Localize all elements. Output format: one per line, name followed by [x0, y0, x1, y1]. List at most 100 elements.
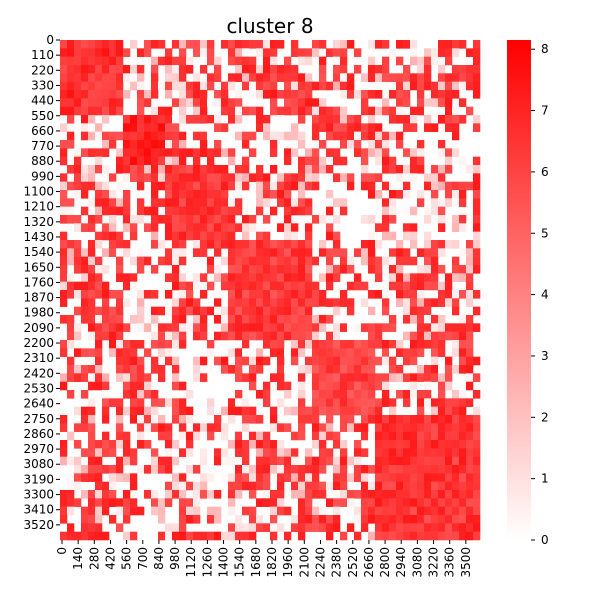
- heatmap-cell: [109, 98, 116, 107]
- heatmap-cell: [452, 240, 459, 249]
- heatmap-cell: [165, 257, 172, 266]
- heatmap-cell: [326, 382, 333, 391]
- heatmap-cell: [172, 173, 179, 182]
- heatmap-cell: [214, 57, 221, 66]
- heatmap-cell: [207, 165, 214, 174]
- heatmap-cell: [277, 457, 284, 466]
- heatmap-cell: [291, 290, 298, 299]
- heatmap-cell: [207, 182, 214, 191]
- heatmap-cell: [305, 90, 312, 99]
- heatmap-cell: [151, 157, 158, 166]
- heatmap-cell: [284, 182, 291, 191]
- heatmap-cell: [473, 357, 480, 366]
- heatmap-cell: [438, 523, 445, 532]
- heatmap-cell: [298, 298, 305, 307]
- heatmap-cell: [424, 532, 431, 541]
- y-tick-label: 2970: [23, 442, 54, 456]
- heatmap-cell: [389, 498, 396, 507]
- heatmap-cell: [186, 207, 193, 216]
- heatmap-cell: [179, 515, 186, 524]
- heatmap-cell: [410, 165, 417, 174]
- heatmap-cell: [263, 390, 270, 399]
- heatmap-cell: [60, 148, 67, 157]
- heatmap-cell: [130, 273, 137, 282]
- heatmap-cell: [354, 365, 361, 374]
- heatmap-cell: [193, 248, 200, 257]
- heatmap-cell: [452, 323, 459, 332]
- heatmap-cell: [137, 165, 144, 174]
- heatmap-cell: [452, 465, 459, 474]
- heatmap-cell: [340, 207, 347, 216]
- heatmap-cell: [81, 82, 88, 91]
- heatmap-cell: [151, 332, 158, 341]
- heatmap-cell: [375, 290, 382, 299]
- heatmap-cell: [207, 73, 214, 82]
- heatmap-cell: [291, 107, 298, 116]
- heatmap-cell: [60, 57, 67, 66]
- heatmap-cell: [235, 398, 242, 407]
- heatmap-cell: [298, 465, 305, 474]
- heatmap-cell: [109, 182, 116, 191]
- heatmap-cell: [473, 523, 480, 532]
- heatmap-cell: [326, 148, 333, 157]
- heatmap-cell: [151, 290, 158, 299]
- heatmap-cell: [466, 357, 473, 366]
- heatmap-cell: [81, 348, 88, 357]
- heatmap-cell: [396, 523, 403, 532]
- heatmap-cell: [137, 365, 144, 374]
- heatmap-cell: [431, 190, 438, 199]
- heatmap-cell: [347, 357, 354, 366]
- heatmap-cell: [417, 348, 424, 357]
- heatmap-cell: [249, 365, 256, 374]
- heatmap-cell: [326, 123, 333, 132]
- heatmap-cell: [102, 490, 109, 499]
- heatmap-cell: [144, 90, 151, 99]
- heatmap-cell: [319, 440, 326, 449]
- heatmap-cell: [291, 198, 298, 207]
- heatmap-cell: [410, 365, 417, 374]
- heatmap-cell: [130, 473, 137, 482]
- heatmap-cell: [137, 432, 144, 441]
- heatmap-cell: [389, 157, 396, 166]
- heatmap-cell: [291, 523, 298, 532]
- heatmap-cell: [109, 215, 116, 224]
- heatmap-cell: [284, 132, 291, 141]
- heatmap-cell: [452, 448, 459, 457]
- heatmap-cell: [123, 248, 130, 257]
- heatmap-cell: [382, 132, 389, 141]
- heatmap-cell: [193, 332, 200, 341]
- heatmap-cell: [354, 473, 361, 482]
- heatmap-cell: [473, 182, 480, 191]
- heatmap-cell: [221, 190, 228, 199]
- heatmap-cell: [347, 307, 354, 316]
- heatmap-cell: [116, 473, 123, 482]
- heatmap-cell: [60, 157, 67, 166]
- heatmap-cell: [410, 498, 417, 507]
- heatmap-cell: [144, 390, 151, 399]
- heatmap-cell: [151, 215, 158, 224]
- heatmap-cell: [88, 465, 95, 474]
- heatmap-cell: [417, 90, 424, 99]
- heatmap-cell: [410, 73, 417, 82]
- heatmap-cell: [473, 457, 480, 466]
- heatmap-cell: [396, 507, 403, 516]
- heatmap-cell: [74, 423, 81, 432]
- heatmap-cell: [312, 165, 319, 174]
- heatmap-cell: [151, 307, 158, 316]
- heatmap-cell: [312, 373, 319, 382]
- heatmap-cell: [333, 507, 340, 516]
- heatmap-cell: [60, 515, 67, 524]
- heatmap-cell: [200, 132, 207, 141]
- heatmap-cell: [249, 298, 256, 307]
- heatmap-cell: [326, 348, 333, 357]
- heatmap-cell: [333, 340, 340, 349]
- heatmap-cell: [319, 248, 326, 257]
- heatmap-cell: [368, 190, 375, 199]
- heatmap-cell: [473, 82, 480, 91]
- heatmap-cell: [137, 323, 144, 332]
- heatmap-cell: [361, 73, 368, 82]
- heatmap-cell: [340, 265, 347, 274]
- heatmap-cell: [95, 173, 102, 182]
- heatmap-cell: [326, 173, 333, 182]
- heatmap-cell: [473, 290, 480, 299]
